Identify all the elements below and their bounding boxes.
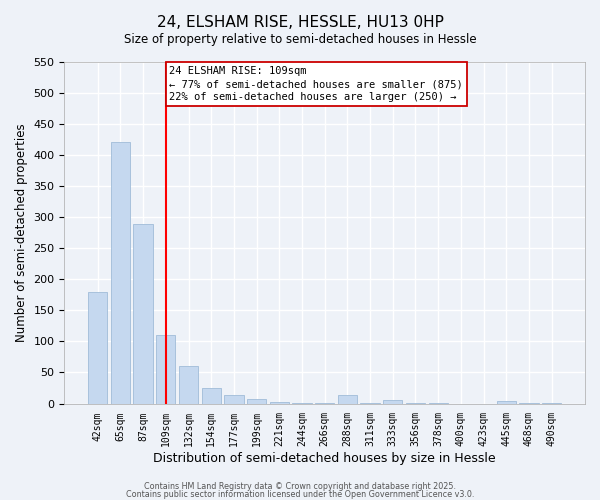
Bar xyxy=(292,403,311,404)
Bar xyxy=(179,366,198,404)
Bar xyxy=(361,403,380,404)
Bar xyxy=(156,335,175,404)
Bar xyxy=(406,403,425,404)
Text: 24, ELSHAM RISE, HESSLE, HU13 0HP: 24, ELSHAM RISE, HESSLE, HU13 0HP xyxy=(157,15,443,30)
Bar xyxy=(542,403,562,404)
Bar xyxy=(247,399,266,404)
Bar xyxy=(202,388,221,404)
Bar xyxy=(111,142,130,404)
Bar xyxy=(88,292,107,404)
Text: 24 ELSHAM RISE: 109sqm
← 77% of semi-detached houses are smaller (875)
22% of se: 24 ELSHAM RISE: 109sqm ← 77% of semi-det… xyxy=(169,66,463,102)
Bar xyxy=(269,402,289,404)
Bar xyxy=(315,403,334,404)
Text: Contains HM Land Registry data © Crown copyright and database right 2025.: Contains HM Land Registry data © Crown c… xyxy=(144,482,456,491)
Text: Size of property relative to semi-detached houses in Hessle: Size of property relative to semi-detach… xyxy=(124,32,476,46)
Bar xyxy=(497,401,516,404)
Text: Contains public sector information licensed under the Open Government Licence v3: Contains public sector information licen… xyxy=(126,490,474,499)
Y-axis label: Number of semi-detached properties: Number of semi-detached properties xyxy=(15,123,28,342)
Bar xyxy=(133,224,153,404)
Bar xyxy=(338,395,357,404)
Bar xyxy=(383,400,403,404)
Bar xyxy=(520,403,539,404)
Bar xyxy=(428,403,448,404)
X-axis label: Distribution of semi-detached houses by size in Hessle: Distribution of semi-detached houses by … xyxy=(154,452,496,465)
Bar xyxy=(224,395,244,404)
